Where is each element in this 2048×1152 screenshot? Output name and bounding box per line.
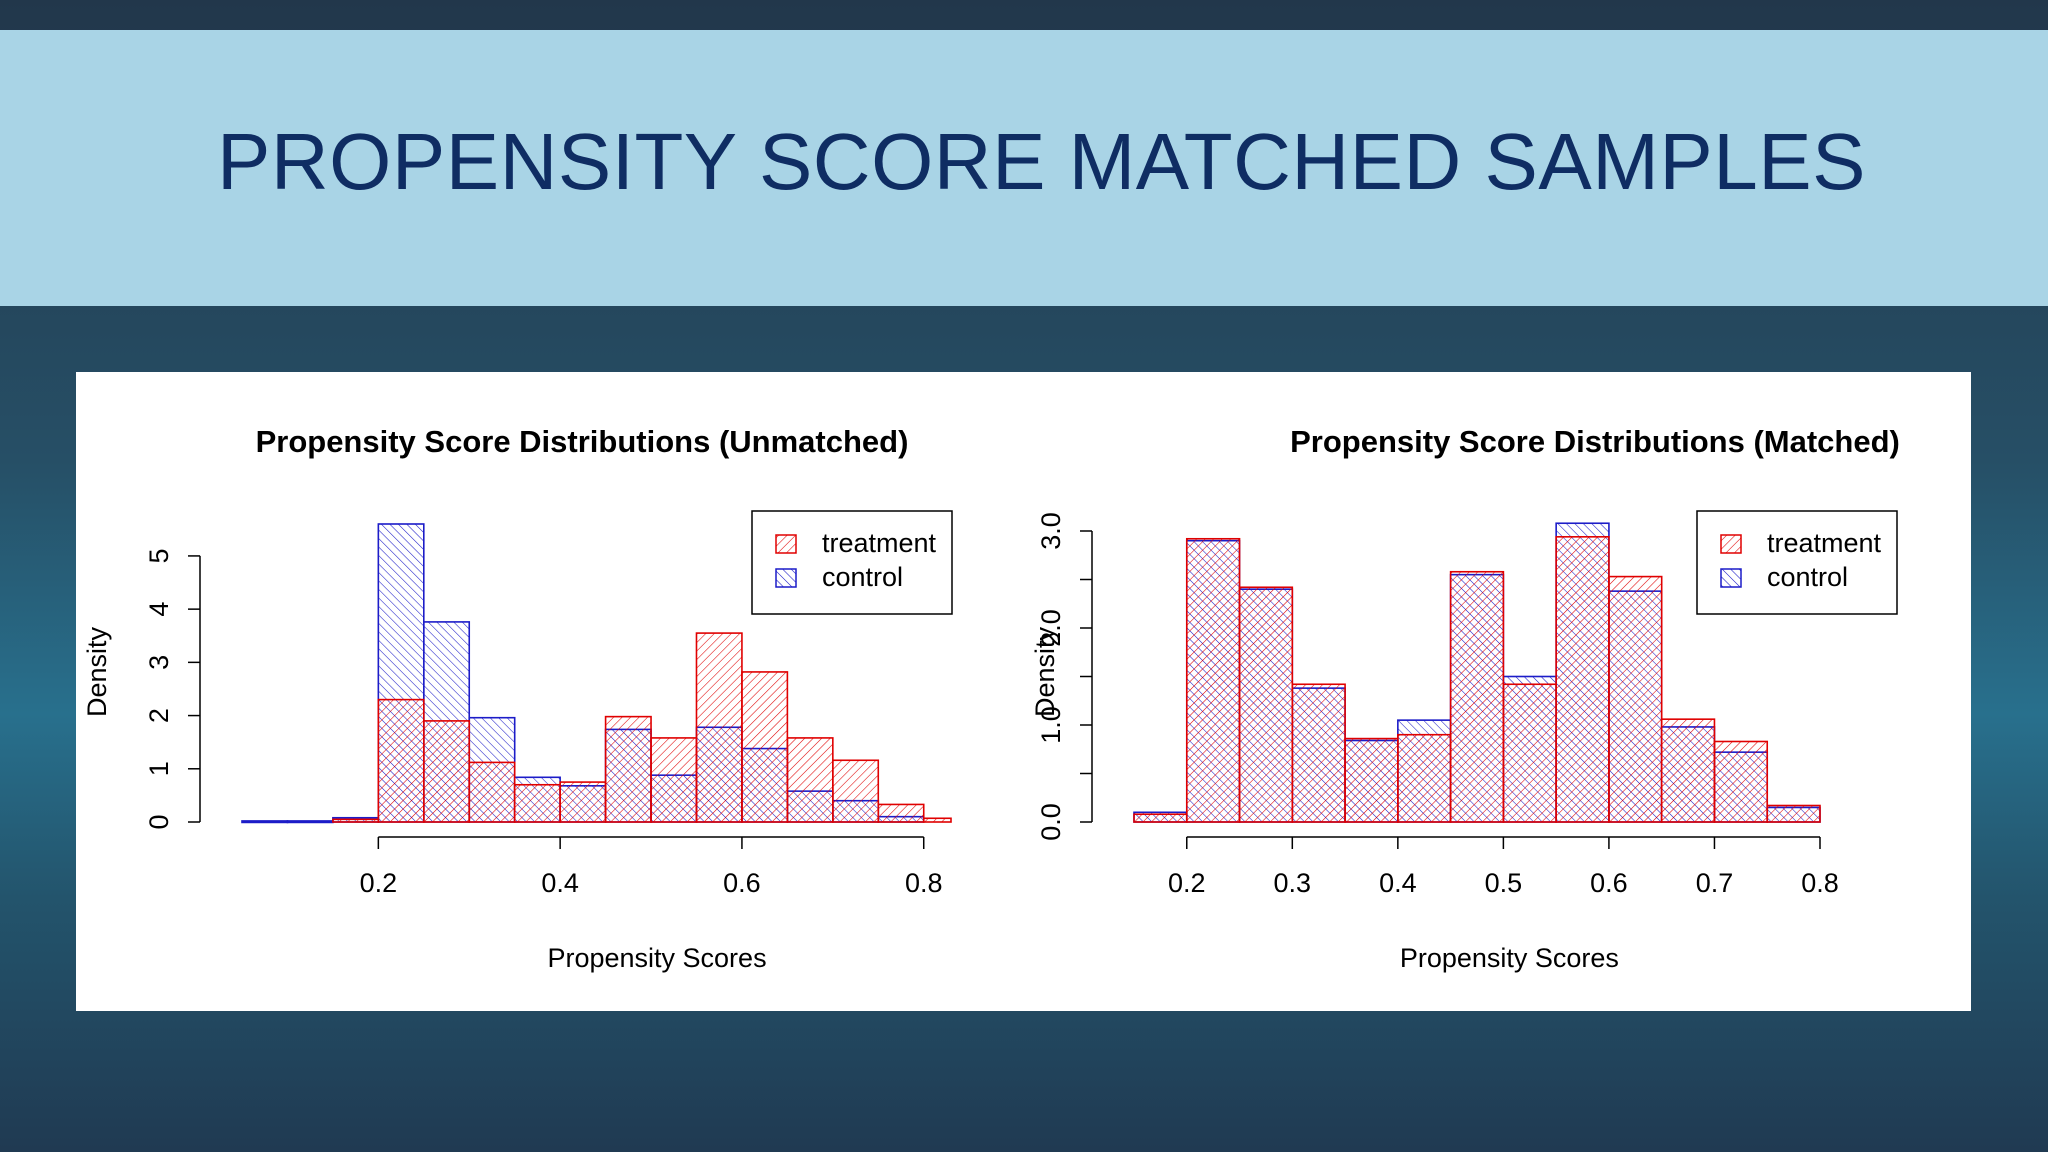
treatment-bar — [1238, 586, 1294, 823]
x-tick-label: 0.2 — [360, 868, 398, 898]
y-tick-label: 4 — [144, 602, 174, 617]
x-tick-label: 0.3 — [1274, 868, 1312, 898]
x-axis-label: Propensity Scores — [547, 943, 766, 973]
control-bar — [286, 820, 334, 824]
y-tick-label: 1 — [144, 761, 174, 776]
x-tick-label: 0.6 — [1590, 868, 1628, 898]
y-tick-label: 5 — [144, 548, 174, 563]
y-tick-label: 1.0 — [1036, 706, 1066, 744]
unmatched-histogram: Propensity Score Distributions (Unmatche… — [82, 424, 953, 973]
treatment-bar — [695, 632, 743, 823]
treatment-bar — [1344, 737, 1399, 823]
figure-panel: Propensity Score Distributions (Unmatche… — [76, 372, 1971, 1011]
y-tick-label: 0.0 — [1036, 803, 1066, 841]
treatment-bar — [1766, 804, 1821, 823]
treatment-bar — [559, 781, 607, 823]
treatment-bar — [1713, 740, 1769, 823]
treatment-bar — [650, 737, 698, 823]
legend-swatch-control — [775, 568, 797, 588]
x-tick-label: 0.2 — [1168, 868, 1206, 898]
treatment-bar — [468, 761, 516, 823]
treatment-bar — [832, 759, 880, 823]
legend-label-control: control — [822, 562, 903, 592]
treatment-bar — [513, 783, 561, 823]
treatment-bar — [922, 817, 952, 823]
treatment-bar — [1608, 575, 1663, 823]
x-tick-label: 0.6 — [723, 868, 761, 898]
y-axis-label: Density — [1030, 626, 1060, 717]
chart-title: Propensity Score Distributions (Unmatche… — [256, 424, 909, 459]
legend-box — [751, 510, 953, 615]
treatment-bar — [1502, 683, 1557, 823]
y-tick-label: 0 — [144, 814, 174, 829]
x-tick-label: 0.4 — [541, 868, 579, 898]
treatment-bar — [877, 803, 925, 823]
treatment-bar — [377, 698, 425, 823]
x-tick-label: 0.8 — [1801, 868, 1839, 898]
y-tick-label: 2.0 — [1036, 609, 1066, 647]
x-axis-label: Propensity Scores — [1400, 943, 1619, 973]
legend-swatch-treatment — [775, 534, 797, 554]
treatment-bar — [1449, 570, 1505, 823]
x-tick-label: 0.8 — [905, 868, 943, 898]
treatment-bar — [1133, 813, 1188, 823]
y-axis-label: Density — [82, 626, 112, 717]
treatment-bar — [1185, 537, 1241, 823]
x-tick-label: 0.5 — [1485, 868, 1523, 898]
treatment-bar — [741, 671, 789, 823]
x-tick-label: 0.4 — [1379, 868, 1417, 898]
treatment-bar — [332, 818, 380, 823]
slide-title: PROPENSITY SCORE MATCHED SAMPLES — [217, 117, 1866, 206]
treatment-bar — [1397, 733, 1452, 823]
legend-label-treatment: treatment — [1767, 528, 1882, 558]
title-band — [0, 30, 2048, 306]
chart-title: Propensity Score Distributions (Matched) — [1290, 424, 1900, 459]
treatment-bar — [422, 720, 471, 823]
treatment-bar — [1555, 536, 1610, 823]
treatment-bar — [1291, 683, 1346, 823]
legend-label-control: control — [1767, 562, 1848, 592]
legend-swatch-treatment — [1720, 534, 1742, 554]
matched-histogram: Propensity Score Distributions (Matched)… — [1030, 424, 1900, 973]
treatment-bar — [786, 737, 834, 823]
treatment-bar — [1660, 718, 1716, 823]
legend-swatch-control — [1720, 568, 1742, 588]
legend-label-treatment: treatment — [822, 528, 937, 558]
treatment-bar — [604, 715, 652, 823]
control-bar — [241, 820, 289, 824]
legend-box — [1696, 510, 1898, 615]
x-tick-label: 0.7 — [1696, 868, 1734, 898]
y-tick-label: 2 — [144, 708, 174, 723]
y-tick-label: 3 — [144, 655, 174, 670]
y-tick-label: 3.0 — [1036, 512, 1066, 550]
